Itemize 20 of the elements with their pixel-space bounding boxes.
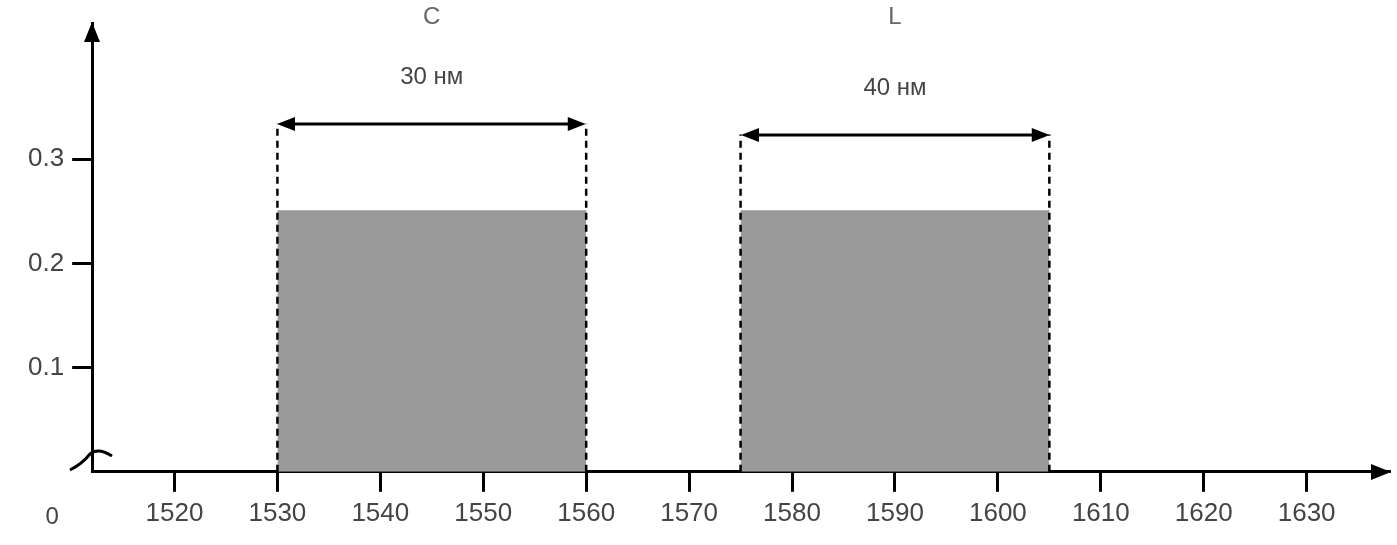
x-tick-label: 1610: [1071, 496, 1130, 527]
x-tick-label: 1570: [660, 496, 719, 527]
text: 0: [45, 501, 59, 530]
annotation: 40 нм: [863, 72, 927, 101]
x-tick-label: 1600: [968, 496, 1027, 527]
x-tick-label: 1630: [1277, 496, 1336, 527]
y-tick-label: 0.1: [27, 350, 65, 381]
y-tick-label: 0.2: [27, 246, 65, 277]
x-tick-label: 1530: [248, 496, 307, 527]
annotation: 30 нм: [400, 61, 464, 90]
x-tick-label: 1560: [557, 496, 616, 527]
x-tick-label: 1550: [454, 496, 513, 527]
y-tick-label: 0.3: [27, 142, 65, 173]
annotation: C: [423, 2, 441, 30]
annotation: L: [888, 2, 902, 30]
x-tick-label: 1540: [351, 496, 410, 527]
x-tick-label: 1590: [866, 496, 924, 527]
x-tick-label: 1620: [1174, 496, 1233, 527]
x-tick-label: 1520: [145, 496, 204, 527]
x-tick-label: 1580: [763, 496, 821, 527]
